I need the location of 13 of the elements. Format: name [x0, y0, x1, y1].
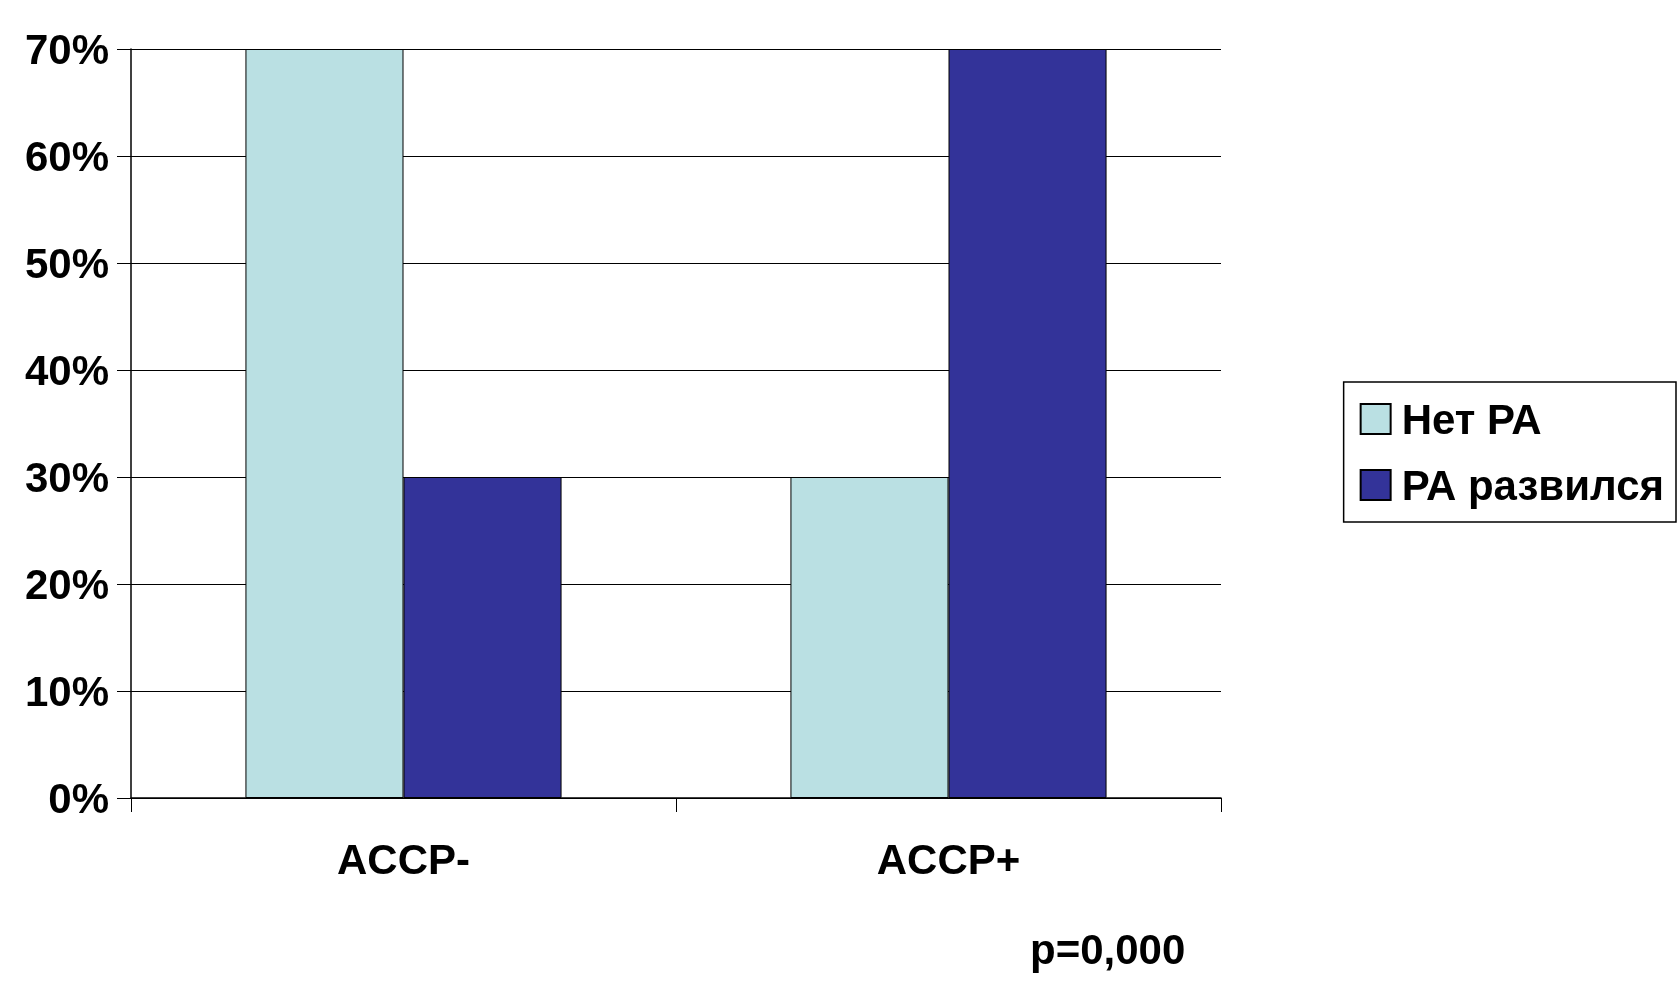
y-tick-label: 50%	[24, 239, 109, 287]
legend-label: РА развился	[1401, 461, 1664, 509]
y-tick-label: 0%	[48, 774, 109, 822]
x-tick-label: ACCP+	[876, 835, 1021, 883]
y-tick-label: 30%	[24, 453, 109, 501]
y-tick-label: 20%	[24, 560, 109, 608]
x-tick-label: ACCP-	[337, 835, 470, 883]
text: p=0,000	[1030, 925, 1186, 973]
y-tick-label: 60%	[24, 132, 109, 180]
y-tick-label: 10%	[24, 667, 109, 715]
y-tick-label: 40%	[24, 346, 109, 394]
legend-label: Нет РА	[1401, 395, 1542, 443]
y-tick-label: 70%	[24, 25, 109, 73]
